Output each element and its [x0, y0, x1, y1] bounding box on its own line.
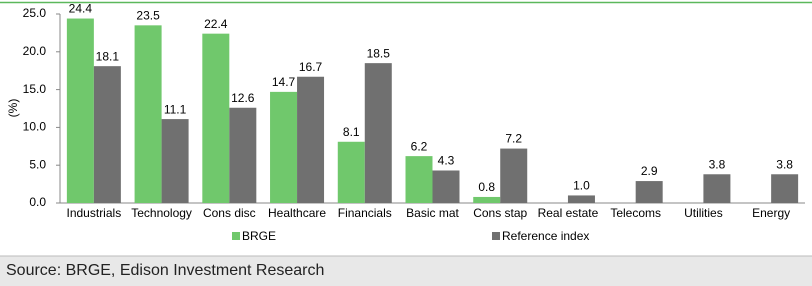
value-label: 16.7: [299, 60, 323, 74]
value-label: 12.6: [231, 91, 255, 105]
legend-swatch: [232, 232, 240, 240]
value-label: 23.5: [136, 9, 160, 23]
bar: [134, 25, 162, 204]
x-tick-label: Healthcare: [268, 206, 326, 220]
value-label: 1.0: [573, 179, 590, 193]
value-label: 18.5: [367, 46, 391, 60]
bar: [202, 33, 230, 203]
source-note: Source: BRGE, Edison Investment Research: [6, 262, 324, 279]
value-label: 22.4: [204, 17, 228, 31]
bar: [635, 181, 663, 203]
y-tick-label: 5.0: [29, 157, 46, 171]
value-label: 7.2: [505, 132, 522, 146]
value-label: 24.4: [69, 2, 93, 16]
x-tick-label: Financials: [338, 206, 392, 220]
value-label: 18.1: [96, 49, 120, 63]
legend-label: BRGE: [242, 229, 276, 243]
footer-band: [0, 256, 812, 286]
bar: [337, 141, 365, 203]
bar: [771, 174, 799, 203]
value-label: 6.2: [411, 139, 428, 153]
x-tick-label: Energy: [752, 206, 790, 220]
y-tick-label: 0.0: [29, 195, 46, 209]
bar: [432, 170, 460, 203]
x-tick-label: Basic mat: [406, 206, 459, 220]
x-tick-label: Industrials: [67, 206, 122, 220]
value-label: 8.1: [343, 125, 360, 139]
x-tick-label: Cons disc: [203, 206, 256, 220]
value-label: 14.7: [272, 75, 296, 89]
x-tick-label: Cons stap: [473, 206, 527, 220]
value-label: 11.1: [164, 102, 187, 116]
value-label: 2.9: [641, 164, 658, 178]
x-tick-label: Utilities: [684, 206, 723, 220]
bar: [270, 91, 298, 203]
legend-label: Reference index: [502, 229, 589, 243]
value-label: 3.8: [709, 157, 726, 171]
value-label: 4.3: [438, 154, 455, 168]
bar: [364, 63, 392, 203]
bar: [405, 156, 433, 203]
bar: [703, 174, 731, 203]
y-tick-label: 15.0: [23, 82, 47, 96]
y-tick-label: 10.0: [23, 120, 47, 134]
value-label: 0.8: [478, 180, 495, 194]
x-tick-label: Technology: [131, 206, 192, 220]
bar: [297, 76, 325, 203]
y-tick-label: 20.0: [23, 44, 47, 58]
bar: [229, 107, 257, 203]
x-tick-label: Telecoms: [610, 206, 661, 220]
legend-swatch: [492, 232, 500, 240]
bar: [567, 195, 595, 203]
bar: [500, 148, 528, 203]
value-label: 3.8: [776, 157, 793, 171]
bar: [93, 66, 121, 203]
y-axis-label: (%): [6, 99, 20, 118]
bar: [473, 196, 501, 203]
bar: [66, 18, 94, 204]
bar: [161, 119, 189, 203]
y-tick-label: 25.0: [23, 6, 47, 20]
x-tick-label: Real estate: [538, 206, 599, 220]
